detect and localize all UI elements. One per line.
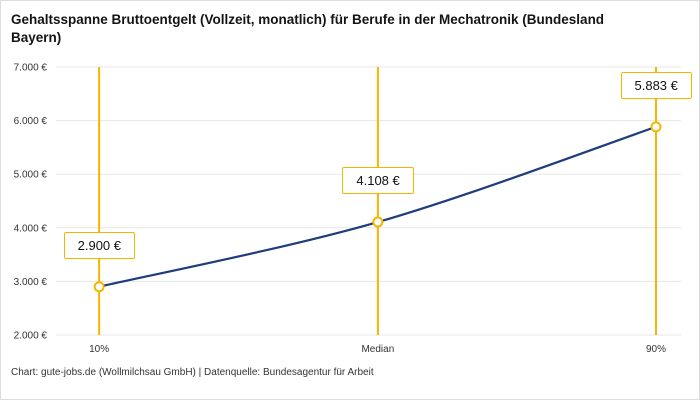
value-label-p10: 2.900 € (63, 232, 135, 260)
y-axis-tick-label: 3.000 € (14, 277, 48, 288)
y-axis-tick-label: 5.000 € (14, 170, 48, 181)
chart-area: 2.000 € 3.000 € 4.000 € 5.000 € 6.000 € 7.000… (1, 55, 699, 357)
x-axis-tick-label: Median (361, 344, 394, 355)
y-axis-tick-label: 7.000 € (14, 63, 48, 74)
value-label-p90: 5.883 € (620, 72, 692, 100)
data-point-marker (372, 216, 384, 228)
chart-title: Gehaltsspanne Bruttoentgelt (Vollzeit, m… (11, 12, 605, 46)
attribution: Chart: gute-jobs.de (Wollmilchsau GmbH) … (11, 367, 374, 379)
y-axis-tick-label: 2.000 € (14, 331, 48, 342)
line-chart: 2.000 € 3.000 € 4.000 € 5.000 € 6.000 € 7.000… (14, 63, 681, 355)
x-axis-tick-label: 90% (646, 344, 666, 355)
y-axis-tick-label: 4.000 € (14, 224, 48, 235)
y-axis-tick-label: 6.000 € (14, 117, 48, 128)
value-label-median: 4.108 € (342, 167, 414, 195)
data-point-marker (650, 121, 662, 133)
data-point-marker (93, 281, 105, 293)
x-axis-tick-label: 10% (89, 344, 109, 355)
